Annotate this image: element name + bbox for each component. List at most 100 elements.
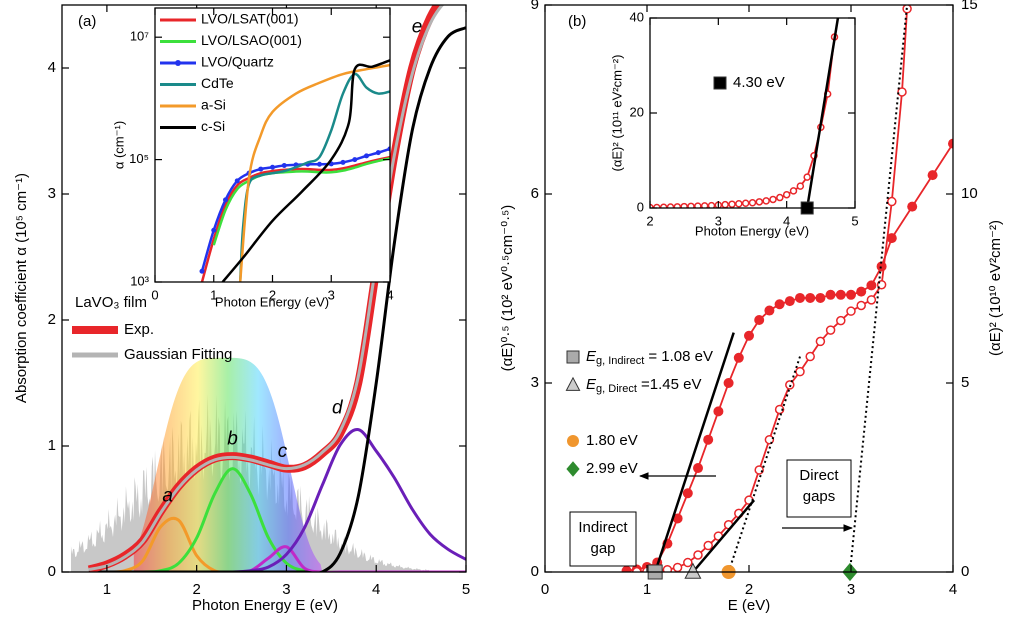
- data-point: [754, 465, 764, 475]
- panel-label: (a): [78, 13, 96, 30]
- legend-label: LVO/LSAT(001): [201, 11, 299, 27]
- data-point: [662, 564, 673, 572]
- data-point: [927, 170, 938, 181]
- axes-frame: [649, 17, 856, 209]
- data-point: [748, 199, 757, 207]
- peak-label: c: [278, 441, 288, 462]
- data-point: [680, 202, 688, 208]
- gap-value: 4.30 eV: [733, 74, 785, 91]
- data-point: [694, 202, 702, 208]
- data-point: [769, 195, 777, 204]
- x-tick-label: 5: [462, 581, 470, 598]
- data-point: [735, 199, 743, 208]
- plot-area: [621, 5, 953, 572]
- annotation-box: [786, 459, 852, 518]
- plot-area: [199, 59, 390, 282]
- data-point: [673, 203, 682, 208]
- data-point: [340, 159, 346, 165]
- x-axis-label: Photon Energy (eV): [215, 294, 329, 309]
- data-point: [317, 161, 322, 167]
- y-axis-label: (αE)⁰·⁵ (10² eV⁰·⁵cm⁻⁰·⁵): [499, 205, 516, 372]
- data-point: [815, 292, 826, 303]
- data-point: [825, 325, 836, 335]
- data-point: [659, 203, 668, 208]
- data-point: [703, 540, 713, 551]
- y-tick-label: 10³: [130, 273, 149, 288]
- data-point: [281, 163, 287, 169]
- gap-value: 1.80 eV: [586, 432, 638, 449]
- data-point: [723, 378, 734, 388]
- data-point: [782, 190, 791, 199]
- gap-legend-label: 1.80 eV: [586, 432, 638, 449]
- axes-frame: [61, 4, 467, 573]
- data-point: [693, 463, 703, 474]
- data-point: [682, 488, 693, 499]
- data-point: [825, 289, 836, 300]
- annotation-text: gap: [590, 540, 615, 557]
- data-point: [815, 336, 826, 347]
- series-line: [212, 157, 390, 246]
- data-point: [776, 193, 784, 202]
- gap-symbol: E: [586, 376, 597, 393]
- data-point: [733, 352, 744, 363]
- gap-subscript: g, Indirect: [596, 355, 644, 367]
- data-point: [774, 299, 785, 310]
- y-tick-label: 10⁵: [129, 151, 149, 166]
- data-point: [700, 202, 709, 208]
- x-tick-label: 2: [646, 213, 653, 228]
- data-point: [234, 178, 240, 184]
- series-line: [221, 59, 390, 282]
- y-tick-label: 0: [637, 199, 644, 214]
- gap-symbol: E: [586, 348, 597, 365]
- gap-legend-label: Eg, Indirect = 1.08 eV: [586, 348, 713, 367]
- peak-label: e: [412, 17, 423, 38]
- y2-axis-label: (αE)² (10¹⁰ eV²cm⁻²): [987, 220, 1004, 356]
- gap-marker: [684, 562, 702, 579]
- y-tick-label: 3: [531, 374, 539, 391]
- plot-area: [70, 5, 466, 572]
- y-axis-label: α (cm⁻¹): [111, 121, 126, 169]
- gaussian-peak: [88, 545, 466, 572]
- data-point: [223, 197, 228, 203]
- data-point: [948, 138, 953, 149]
- data-point: [856, 300, 866, 311]
- visible-spectrum: [133, 357, 323, 572]
- data-point: [846, 306, 856, 316]
- legend-marker: [175, 60, 181, 66]
- y-tick-label: 3: [48, 185, 56, 202]
- inset-background: [650, 18, 855, 208]
- data-point: [907, 201, 918, 212]
- x-tick-label: 5: [851, 213, 858, 228]
- data-point: [805, 292, 816, 303]
- data-point: [764, 305, 775, 316]
- legend-marker: [567, 435, 579, 447]
- x-tick-label: 3: [715, 213, 722, 228]
- gap-subscript: g, Direct: [596, 383, 637, 395]
- data-point: [866, 295, 877, 305]
- y-axis-label: (αE)² (10¹¹ eV²cm⁻²): [609, 55, 624, 172]
- y2-tick-label: 15: [961, 0, 978, 13]
- chart-panel: 0 1 2 3 4 10³ 10⁵ 10⁷ Photon Energy (eV) α (cm⁻¹)…: [111, 7, 394, 309]
- plot-area: [650, 18, 840, 208]
- data-point: [364, 153, 369, 159]
- y-tick-label: 6: [531, 185, 539, 202]
- y-axis-label: Absorption coefficient α (10⁵ cm⁻¹): [13, 173, 30, 403]
- legend-marker: [565, 376, 581, 391]
- data-point: [755, 198, 764, 206]
- y2-tick-label: 10: [961, 185, 978, 202]
- data-point: [795, 292, 805, 303]
- data-point: [784, 296, 795, 307]
- panel-label: (b): [568, 13, 586, 30]
- gaussian-peak: [88, 26, 466, 572]
- x-tick-label: 1: [643, 581, 651, 598]
- data-point: [866, 280, 877, 291]
- legend-label: Gaussian Fitting: [124, 346, 232, 363]
- peak-label: b: [227, 429, 238, 450]
- legend-title: LaVO₃ film: [75, 294, 147, 311]
- fit-line: [691, 499, 756, 572]
- y-tick-label: 0: [531, 563, 539, 580]
- legend-label: c-Si: [201, 118, 225, 134]
- data-point: [687, 202, 695, 208]
- data-point: [836, 315, 846, 326]
